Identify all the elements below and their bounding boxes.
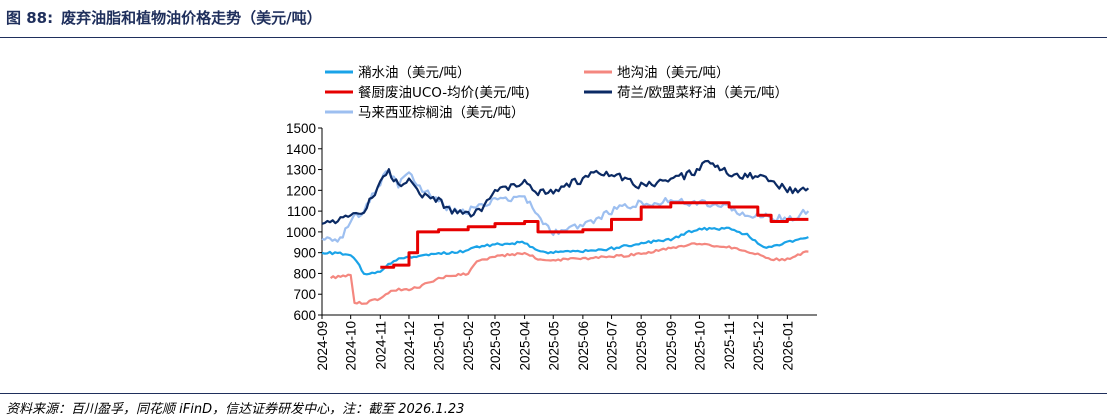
y-tick-label: 800 bbox=[293, 266, 316, 281]
figure-title-text: 废弃油脂和植物油价格走势（美元/吨） bbox=[61, 9, 322, 27]
y-tick-label: 1300 bbox=[286, 163, 316, 178]
y-tick-label: 1000 bbox=[286, 225, 316, 240]
x-tick-label: 2024-09 bbox=[315, 321, 330, 371]
figure-number: 图 88: bbox=[6, 9, 54, 27]
x-tick-label: 2025-10 bbox=[692, 321, 707, 371]
figure-footer: 资料来源：百川盈孚，同花顺 iFinD，信达证券研发中心，注：截至 2026.1… bbox=[0, 393, 1107, 419]
y-tick-label: 900 bbox=[293, 246, 316, 261]
figure-header: 图 88: 废弃油脂和植物油价格走势（美元/吨） bbox=[0, 0, 1107, 38]
x-tick-label: 2025-09 bbox=[664, 321, 679, 371]
x-tick-label: 2025-02 bbox=[461, 321, 476, 371]
series-line-2 bbox=[380, 201, 809, 269]
y-tick-label: 1200 bbox=[286, 183, 316, 198]
x-tick-label: 2024-12 bbox=[402, 321, 417, 371]
legend-label: 潲水油（美元/吨） bbox=[358, 65, 471, 81]
legend-label: 马来西亚棕榈油（美元/吨） bbox=[358, 105, 525, 121]
x-tick-label: 2025-06 bbox=[576, 321, 591, 371]
x-tick-label: 2025-11 bbox=[722, 321, 737, 370]
x-tick-label: 2025-05 bbox=[546, 321, 561, 371]
figure-title: 图 88: 废弃油脂和植物油价格走势（美元/吨） bbox=[6, 7, 322, 28]
x-tick-label: 2025-03 bbox=[488, 321, 503, 371]
y-tick-label: 600 bbox=[293, 308, 316, 323]
series-line-0 bbox=[321, 226, 809, 276]
x-tick-label: 2025-01 bbox=[432, 321, 447, 371]
series-line-1 bbox=[329, 242, 809, 305]
x-tick-label: 2024-10 bbox=[344, 321, 359, 371]
y-tick-label: 1500 bbox=[286, 121, 316, 136]
x-tick-label: 2026-01 bbox=[780, 321, 795, 371]
legend-label: 地沟油（美元/吨） bbox=[617, 65, 730, 81]
series-line-3 bbox=[321, 159, 810, 225]
legend-label: 餐厨废油UCO-均价(美元/吨) bbox=[358, 85, 530, 101]
legend-label: 荷兰/欧盟菜籽油（美元/吨） bbox=[617, 85, 788, 101]
y-tick-label: 700 bbox=[293, 287, 316, 302]
x-tick-label: 2025-08 bbox=[634, 321, 649, 371]
y-tick-label: 1100 bbox=[287, 204, 316, 219]
figure-source: 资料来源：百川盈孚，同花顺 iFinD，信达证券研发中心，注：截至 2026.1… bbox=[6, 402, 465, 417]
x-tick-label: 2025-04 bbox=[518, 321, 533, 371]
x-tick-label: 2025-12 bbox=[751, 321, 766, 371]
y-tick-label: 1400 bbox=[286, 142, 316, 157]
x-tick-label: 2025-07 bbox=[605, 321, 620, 371]
x-tick-label: 2024-11 bbox=[373, 321, 388, 370]
